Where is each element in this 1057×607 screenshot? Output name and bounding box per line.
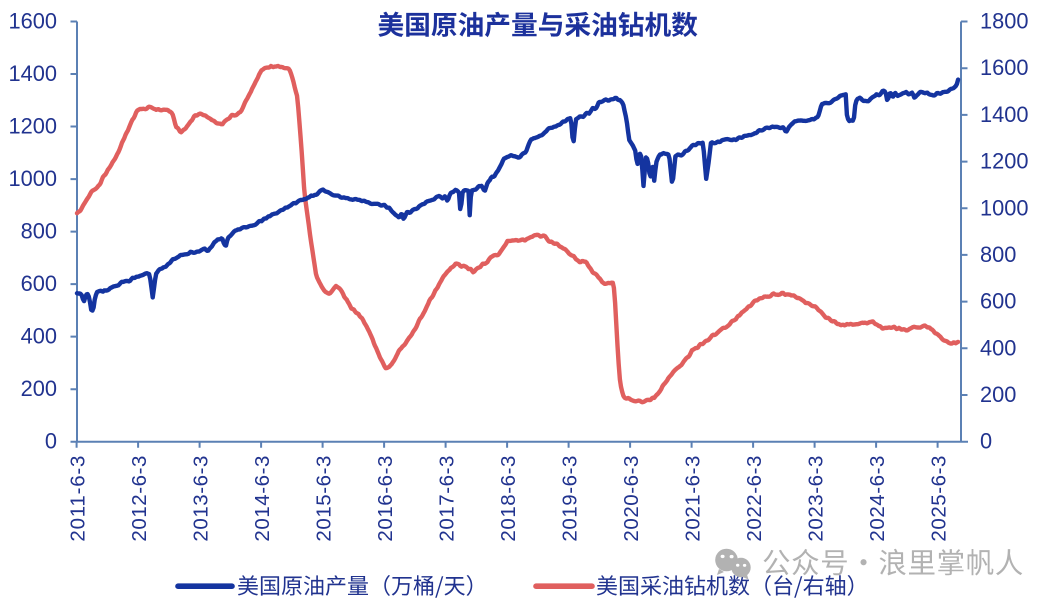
svg-text:1200: 1200 xyxy=(980,149,1029,174)
svg-text:0: 0 xyxy=(45,429,57,454)
svg-text:1200: 1200 xyxy=(9,114,58,139)
svg-text:200: 200 xyxy=(21,376,57,401)
svg-text:800: 800 xyxy=(21,219,57,244)
svg-text:800: 800 xyxy=(980,242,1016,267)
svg-text:600: 600 xyxy=(980,289,1016,314)
svg-text:200: 200 xyxy=(980,382,1016,407)
svg-text:2021-6-3: 2021-6-3 xyxy=(681,456,704,542)
svg-text:600: 600 xyxy=(21,271,57,296)
svg-text:1600: 1600 xyxy=(980,55,1029,80)
svg-text:2022-6-3: 2022-6-3 xyxy=(743,456,766,542)
svg-text:1800: 1800 xyxy=(980,9,1029,34)
svg-text:2017-6-3: 2017-6-3 xyxy=(435,456,458,542)
svg-text:1400: 1400 xyxy=(9,61,58,86)
svg-text:2020-6-3: 2020-6-3 xyxy=(620,456,643,542)
svg-text:2023-6-3: 2023-6-3 xyxy=(804,456,827,542)
svg-text:2019-6-3: 2019-6-3 xyxy=(558,456,581,542)
svg-text:2016-6-3: 2016-6-3 xyxy=(374,456,397,542)
svg-text:2015-6-3: 2015-6-3 xyxy=(312,456,335,542)
svg-text:1400: 1400 xyxy=(980,102,1029,127)
svg-text:2025-6-3: 2025-6-3 xyxy=(927,456,950,542)
svg-text:400: 400 xyxy=(21,324,57,349)
svg-text:400: 400 xyxy=(980,335,1016,360)
svg-text:1000: 1000 xyxy=(9,166,58,191)
svg-text:1600: 1600 xyxy=(9,9,58,34)
svg-text:2012-6-3: 2012-6-3 xyxy=(128,456,151,542)
svg-text:0: 0 xyxy=(980,429,992,454)
svg-text:1000: 1000 xyxy=(980,195,1029,220)
svg-text:2013-6-3: 2013-6-3 xyxy=(189,456,212,542)
svg-text:2014-6-3: 2014-6-3 xyxy=(251,456,274,542)
svg-text:2018-6-3: 2018-6-3 xyxy=(497,456,520,542)
svg-text:2024-6-3: 2024-6-3 xyxy=(866,456,889,542)
svg-text:2011-6-3: 2011-6-3 xyxy=(66,456,89,542)
